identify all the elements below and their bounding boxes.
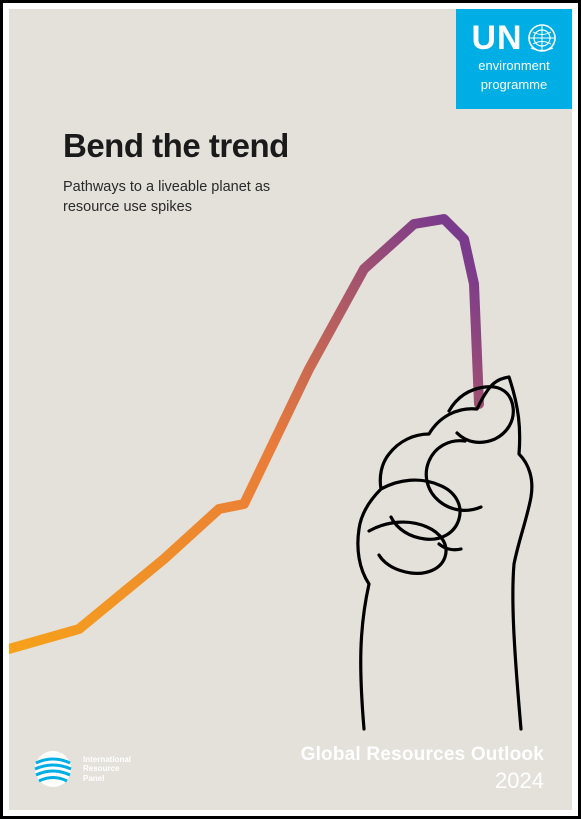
- unep-emblem-icon: [527, 23, 557, 53]
- footer-band: International Resource Panel Global Reso…: [9, 728, 572, 810]
- footer-report-series: Global Resources Outlook: [301, 744, 544, 766]
- page-border: UN environment programme Bend the: [0, 0, 581, 819]
- irp-line3: Panel: [83, 774, 131, 783]
- un-environment-badge: UN environment programme: [456, 9, 572, 109]
- irp-line2: Resource: [83, 764, 131, 773]
- irp-line1: International: [83, 755, 131, 764]
- footer-year: 2024: [301, 768, 544, 794]
- irp-name: International Resource Panel: [83, 755, 131, 783]
- irp-logo-icon: [33, 749, 73, 789]
- un-letters: UN: [471, 21, 522, 55]
- un-sub-line1: environment: [466, 59, 562, 74]
- report-subtitle: Pathways to a liveable planet as resourc…: [63, 177, 293, 218]
- un-sub-line2: programme: [466, 78, 562, 93]
- headline-block: Bend the trend Pathways to a liveable pl…: [63, 127, 293, 218]
- report-cover: UN environment programme Bend the: [9, 9, 572, 810]
- footer-left: International Resource Panel: [33, 749, 131, 789]
- report-title: Bend the trend: [63, 127, 293, 165]
- footer-right: Global Resources Outlook 2024: [301, 744, 544, 794]
